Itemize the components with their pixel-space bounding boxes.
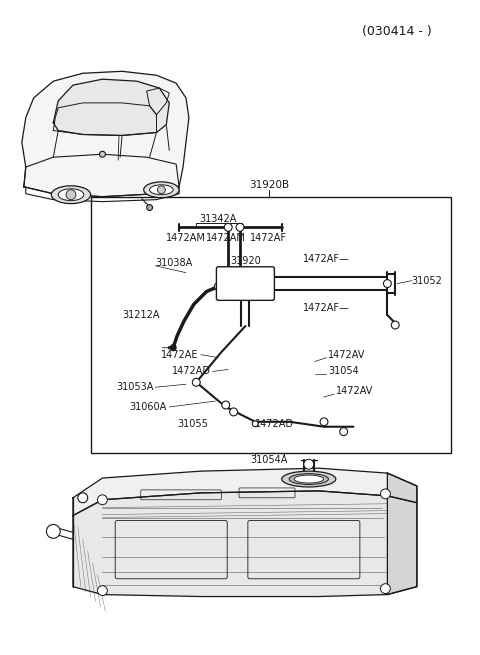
Text: 31060A: 31060A: [129, 402, 166, 412]
Text: 1472AE: 1472AE: [161, 350, 199, 360]
Text: 31920B: 31920B: [250, 180, 289, 190]
Text: 31920: 31920: [230, 256, 261, 266]
Ellipse shape: [294, 475, 324, 483]
Text: 31054: 31054: [328, 366, 359, 377]
Circle shape: [99, 151, 106, 157]
Text: 31055: 31055: [178, 419, 208, 429]
Circle shape: [66, 190, 76, 200]
Text: (030414 - ): (030414 - ): [362, 26, 432, 38]
Circle shape: [97, 495, 108, 505]
Bar: [91, 196, 451, 453]
Circle shape: [97, 586, 108, 595]
Circle shape: [304, 459, 314, 469]
Circle shape: [230, 408, 238, 416]
Circle shape: [391, 321, 399, 329]
Circle shape: [47, 525, 60, 538]
Text: 1472AF—: 1472AF—: [303, 303, 350, 313]
Text: 31053A: 31053A: [116, 383, 154, 392]
Text: 1472AM: 1472AM: [205, 233, 245, 243]
Circle shape: [222, 401, 230, 409]
Ellipse shape: [150, 185, 173, 195]
Polygon shape: [73, 491, 417, 597]
Circle shape: [320, 418, 328, 426]
Circle shape: [236, 223, 244, 231]
Text: 1472AV: 1472AV: [336, 386, 373, 396]
Text: 31342A: 31342A: [200, 214, 237, 225]
Polygon shape: [22, 71, 189, 196]
Circle shape: [157, 186, 165, 194]
Ellipse shape: [51, 186, 91, 204]
Circle shape: [340, 428, 348, 436]
Text: 1472AF—: 1472AF—: [303, 254, 350, 264]
FancyBboxPatch shape: [216, 267, 275, 301]
Polygon shape: [73, 468, 417, 515]
Circle shape: [78, 493, 88, 503]
Text: 31038A: 31038A: [156, 258, 193, 268]
Circle shape: [381, 584, 390, 593]
Text: 31212A: 31212A: [122, 310, 159, 320]
Text: 1472AD: 1472AD: [171, 366, 211, 377]
Circle shape: [147, 204, 153, 210]
Circle shape: [192, 379, 200, 386]
Ellipse shape: [58, 189, 84, 200]
Text: 1472AF: 1472AF: [250, 233, 287, 243]
Text: 1472AM: 1472AM: [166, 233, 206, 243]
Circle shape: [215, 282, 222, 290]
Ellipse shape: [144, 182, 179, 198]
Polygon shape: [387, 473, 417, 595]
Text: 31052: 31052: [411, 276, 442, 286]
Polygon shape: [53, 79, 169, 136]
Text: 1472AD: 1472AD: [255, 419, 294, 429]
Circle shape: [170, 345, 176, 350]
Text: 1472AV: 1472AV: [328, 350, 366, 360]
Ellipse shape: [289, 474, 328, 485]
Circle shape: [381, 489, 390, 499]
Ellipse shape: [282, 471, 336, 487]
Circle shape: [384, 280, 391, 288]
Circle shape: [252, 421, 258, 426]
Circle shape: [224, 223, 232, 231]
Text: 31054A: 31054A: [251, 455, 288, 465]
